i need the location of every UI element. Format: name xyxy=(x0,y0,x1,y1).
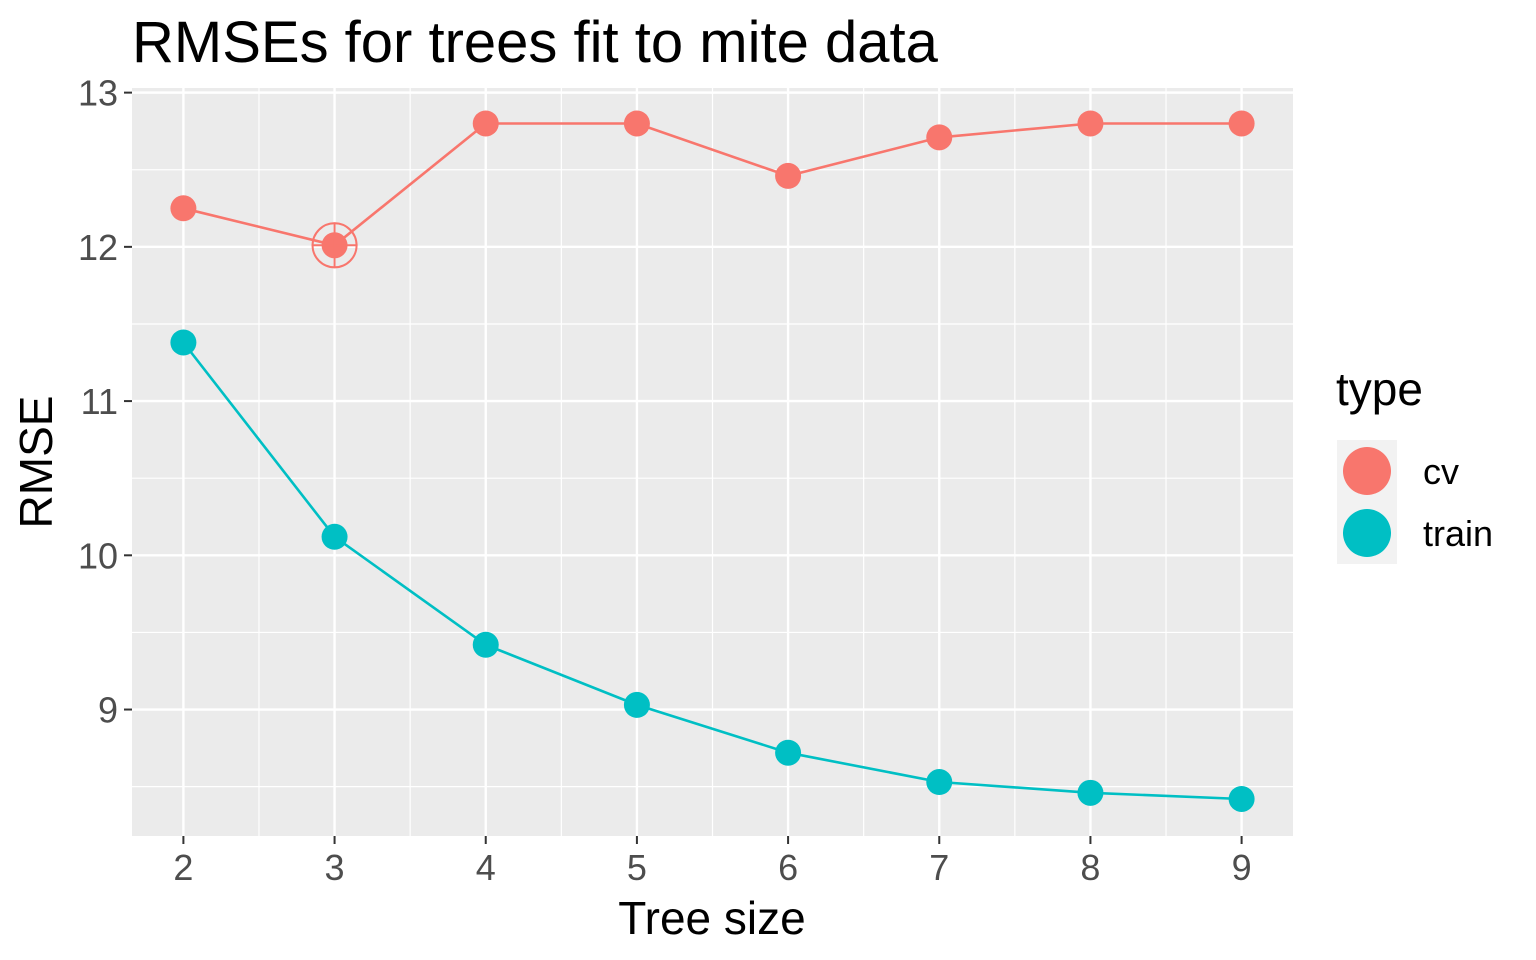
data-point-cv xyxy=(1077,110,1104,137)
data-point-train xyxy=(472,631,499,658)
data-point-cv xyxy=(170,195,197,222)
legend-key-dot-train xyxy=(1343,509,1391,557)
x-tick-label: 2 xyxy=(173,847,193,888)
x-tick-label: 8 xyxy=(1080,847,1100,888)
legend-title: type xyxy=(1336,363,1423,415)
series-line-cv xyxy=(183,122,1242,247)
y-tick-label: 13 xyxy=(78,73,118,114)
data-point-train xyxy=(321,523,348,550)
data-point-train xyxy=(1077,779,1104,806)
x-tick-label: 6 xyxy=(778,847,798,888)
x-tick-label: 7 xyxy=(929,847,949,888)
data-point-cv xyxy=(472,110,499,137)
x-tick-label: 5 xyxy=(627,847,647,888)
y-tick-label: 11 xyxy=(81,381,118,422)
highlight-layer xyxy=(311,222,358,269)
y-tick-label: 9 xyxy=(98,690,118,731)
data-point-train xyxy=(775,739,802,766)
data-point-cv xyxy=(926,124,953,151)
legend: type cv train xyxy=(1336,363,1493,564)
legend-key-dot-cv xyxy=(1343,447,1391,495)
chart-title: RMSEs for trees fit to mite data xyxy=(132,10,939,75)
x-tick-label: 9 xyxy=(1232,847,1252,888)
data-point-train xyxy=(1228,785,1255,812)
x-tick-label: 4 xyxy=(476,847,496,888)
data-point-train xyxy=(170,329,197,356)
series-line-train xyxy=(182,341,1242,801)
data-point-train xyxy=(623,691,650,718)
x-axis: 2 3 4 5 6 7 8 9 xyxy=(173,836,1252,888)
data-point-cv xyxy=(623,110,650,137)
y-tick-label: 12 xyxy=(78,227,118,268)
data-point-cv xyxy=(775,162,802,189)
y-axis-title: RMSE xyxy=(10,396,62,529)
data-point-cv xyxy=(1228,110,1255,137)
legend-label-cv: cv xyxy=(1423,451,1459,492)
legend-label-train: train xyxy=(1423,513,1493,554)
grid-minor xyxy=(132,88,1293,836)
x-axis-title: Tree size xyxy=(618,892,805,944)
data-point-train xyxy=(926,769,953,796)
series-layer xyxy=(170,110,1255,812)
y-axis: 9 10 11 12 13 xyxy=(78,73,132,731)
y-tick-label: 10 xyxy=(78,535,118,576)
x-tick-label: 3 xyxy=(325,847,345,888)
